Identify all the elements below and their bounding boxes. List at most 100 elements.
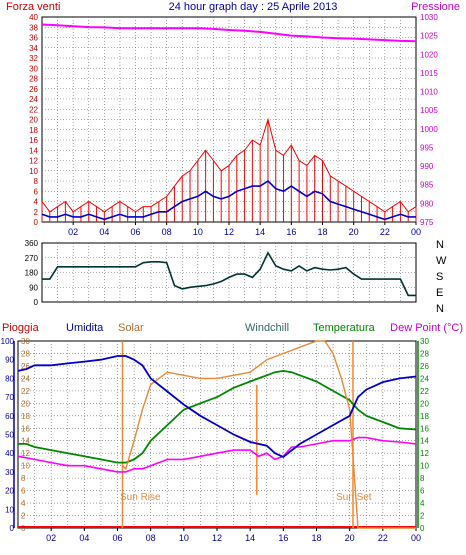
wind-y-tick-label: 12 — [29, 157, 38, 166]
sun-set-label: Sun Set — [336, 492, 372, 503]
windchill-label: Windchill — [245, 322, 289, 334]
wind-y-tick-label: 38 — [29, 23, 38, 32]
direction-y-tick-label: 0 — [34, 298, 39, 307]
temperature-y-tick-label: 6 — [420, 487, 425, 496]
pressure-y-tick-label: 1015 — [420, 69, 438, 78]
direction-line — [42, 251, 416, 297]
compass-label: N — [436, 239, 444, 251]
solar-y-tick-label: 2 — [21, 512, 26, 521]
wind-y-tick-label: 40 — [29, 13, 38, 22]
wind-x-tick-label: 10 — [193, 227, 203, 237]
pressure-y-tick-label: 980 — [420, 199, 434, 208]
solar-y-tick-label: 8 — [21, 474, 26, 483]
solar-y-tick-label: 24 — [21, 374, 30, 383]
wind-gust-line — [41, 117, 417, 213]
humidity-y-tick-label: 10 — [5, 505, 14, 514]
wind-y-tick-label: 24 — [29, 95, 38, 104]
compass-label: N — [436, 303, 444, 315]
temperature-label: Temperatura — [313, 322, 376, 334]
humidity-y-tick-label: 20 — [5, 487, 14, 496]
wind-y-tick-label: 30 — [29, 64, 38, 73]
weather-x-tick-label: 12 — [212, 533, 222, 543]
solar-label: Solar — [118, 322, 144, 334]
weather-x-tick-label: 14 — [245, 533, 255, 543]
humidity-label: Umidita — [66, 322, 104, 334]
humidity-y-tick-label: 50 — [5, 431, 14, 440]
solar-y-tick-label: 20 — [21, 399, 30, 408]
pressure-y-tick-label: 1025 — [420, 32, 438, 41]
solar-y-tick-label: 0 — [21, 524, 26, 533]
temperature-y-tick-label: 2 — [420, 512, 425, 521]
weather-x-tick-label: 00 — [411, 533, 421, 543]
wind-x-tick-label: 16 — [286, 227, 296, 237]
temperature-y-tick-label: 18 — [420, 412, 429, 421]
humidity-y-tick-label: 0 — [10, 524, 15, 533]
dew-point-line — [17, 436, 417, 473]
pressure-y-tick-label: 1000 — [420, 125, 438, 134]
weather-x-tick-label: 08 — [146, 533, 156, 543]
solar-y-tick-label: 4 — [21, 499, 26, 508]
wind-y-tick-label: 32 — [29, 54, 38, 63]
wind-y-tick-label: 0 — [34, 218, 39, 227]
solar-y-tick-label: 12 — [21, 449, 30, 458]
weather-x-tick-label: 04 — [79, 533, 89, 543]
wind-x-tick-label: 00 — [411, 227, 421, 237]
wind-y-tick-label: 8 — [34, 177, 39, 186]
wind-x-tick-label: 04 — [99, 227, 109, 237]
humidity-y-tick-label: 100 — [1, 337, 15, 346]
rain-label: Pioggia — [2, 322, 40, 334]
compass-label: E — [436, 287, 443, 299]
humidity-y-tick-label: 60 — [5, 412, 14, 421]
wind-avg-line — [41, 179, 416, 221]
solar-y-tick-label: 18 — [21, 412, 30, 421]
temperature-y-tick-label: 4 — [420, 499, 425, 508]
solar-y-tick-label: 16 — [21, 424, 30, 433]
direction-y-tick-label: 90 — [29, 283, 38, 292]
pressure-y-tick-label: 990 — [420, 162, 434, 171]
solar-y-tick-label: 22 — [21, 387, 30, 396]
temperature-y-tick-label: 10 — [420, 462, 429, 471]
wind-y-tick-label: 6 — [34, 187, 39, 196]
wind-x-tick-label: 20 — [349, 227, 359, 237]
humidity-y-tick-label: 90 — [5, 356, 14, 365]
temperature-y-tick-label: 12 — [420, 449, 429, 458]
solar-y-tick-label: 30 — [21, 337, 30, 346]
compass-label: W — [436, 255, 447, 267]
wind-y-tick-label: 18 — [29, 126, 38, 135]
wind-y-tick-label: 4 — [34, 198, 39, 207]
direction-y-tick-label: 360 — [25, 239, 39, 248]
temperature-y-tick-label: 0 — [420, 524, 425, 533]
humidity-y-tick-label: 70 — [5, 393, 14, 402]
wind-y-tick-label: 36 — [29, 34, 38, 43]
temperature-y-tick-label: 30 — [420, 337, 429, 346]
solar-y-tick-label: 26 — [21, 362, 30, 371]
weather-x-tick-label: 20 — [345, 533, 355, 543]
pressure-line — [41, 23, 417, 43]
pressure-y-tick-label: 1010 — [420, 88, 438, 97]
weather-x-tick-label: 18 — [311, 533, 321, 543]
pressure-y-tick-label: 1030 — [420, 13, 438, 22]
wind-title: Forza venti — [6, 1, 60, 13]
pressure-y-tick-label: 985 — [420, 181, 434, 190]
solar-y-tick-label: 14 — [21, 437, 30, 446]
solar-y-tick-label: 28 — [21, 349, 30, 358]
dew-point-label: Dew Point (°C) — [390, 322, 463, 334]
temperature-line — [18, 369, 417, 464]
compass-label: S — [436, 271, 443, 283]
temperature-y-tick-label: 14 — [420, 437, 429, 446]
solar-line — [122, 340, 416, 529]
wind-x-tick-label: 22 — [380, 227, 390, 237]
wind-y-tick-label: 34 — [29, 44, 38, 53]
solar-y-tick-label: 6 — [21, 487, 26, 496]
wind-x-tick-label: 08 — [162, 227, 172, 237]
pressure-title: Pressione — [411, 1, 460, 13]
temperature-y-tick-label: 24 — [420, 374, 429, 383]
direction-y-tick-label: 180 — [25, 269, 39, 278]
pressure-y-tick-label: 995 — [420, 143, 434, 152]
wind-y-tick-label: 10 — [29, 167, 38, 176]
humidity-line — [17, 355, 417, 458]
pressure-y-tick-label: 1020 — [420, 50, 438, 59]
